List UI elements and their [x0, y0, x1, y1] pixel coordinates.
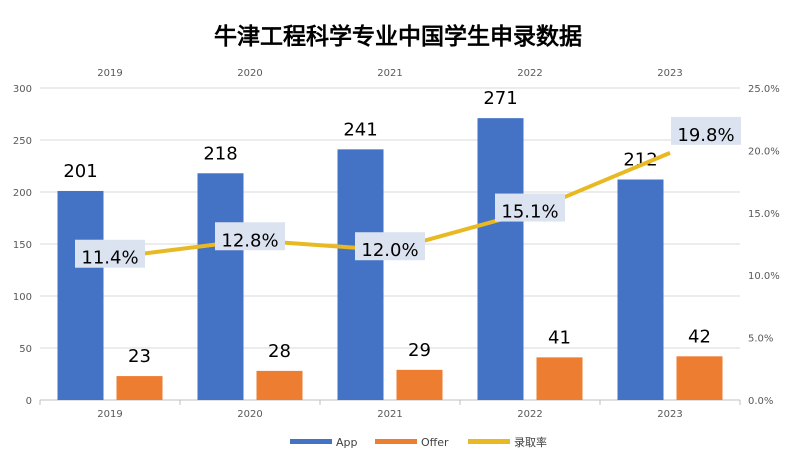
- y-tick-label: 0: [26, 396, 32, 407]
- y-tick-label: 50: [19, 344, 32, 355]
- bar-offer: [116, 376, 163, 400]
- x2-tick-label: 2022: [517, 68, 542, 79]
- legend-swatch: [375, 439, 417, 444]
- chart-title: 牛津工程科学专业中国学生申录数据: [214, 23, 582, 50]
- y2-tick-label: 10.0%: [748, 271, 780, 282]
- x-tick-label: 2020: [237, 409, 262, 420]
- bar-data-label: 241: [343, 119, 377, 140]
- bar-app: [57, 190, 104, 400]
- line-data-label: 19.8%: [677, 125, 734, 146]
- legend-swatch: [468, 439, 510, 444]
- line-label-box: [215, 222, 285, 251]
- bar-offer: [256, 370, 303, 400]
- y2-tick-label: 0.0%: [748, 396, 773, 407]
- y2-tick-label: 15.0%: [748, 209, 780, 220]
- line-data-label: 12.8%: [221, 230, 278, 251]
- x2-tick-label: 2020: [237, 68, 262, 79]
- bar-app: [337, 149, 384, 400]
- legend-swatch: [290, 439, 332, 444]
- y2-tick-label: 25.0%: [748, 84, 780, 95]
- y2-tick-label: 5.0%: [748, 334, 773, 345]
- legend-label: 录取率: [514, 435, 547, 449]
- line-label-box: [75, 239, 145, 268]
- x-tick-label: 2023: [657, 409, 682, 420]
- legend-label: App: [336, 436, 358, 449]
- line-label-box: [671, 116, 741, 145]
- legend-label: Offer: [421, 436, 449, 449]
- line-data-label: 12.0%: [361, 240, 418, 261]
- bar-offer: [396, 369, 443, 400]
- x2-tick-label: 2021: [377, 68, 402, 79]
- bar-app: [197, 173, 244, 400]
- y-tick-label: 300: [13, 84, 32, 95]
- line-label-box: [495, 193, 565, 222]
- y-tick-label: 100: [13, 292, 32, 303]
- bar-data-label: 28: [268, 341, 291, 362]
- bar-data-label: 271: [483, 88, 517, 109]
- y-tick-label: 150: [13, 240, 32, 251]
- bar-data-label: 212: [623, 150, 657, 171]
- bar-data-label: 42: [688, 326, 711, 347]
- x2-tick-label: 2019: [97, 68, 122, 79]
- x-tick-label: 2022: [517, 409, 542, 420]
- y2-tick-label: 20.0%: [748, 146, 780, 157]
- bar-data-label: 23: [128, 346, 151, 367]
- bar-offer: [676, 356, 723, 400]
- y-tick-label: 200: [13, 188, 32, 199]
- bar-app: [617, 179, 664, 400]
- line-data-label: 15.1%: [501, 202, 558, 223]
- bar-data-label: 29: [408, 340, 431, 361]
- line-label-box: [355, 232, 425, 261]
- bar-data-label: 41: [548, 327, 571, 348]
- x2-tick-label: 2023: [657, 68, 682, 79]
- y-tick-label: 250: [13, 136, 32, 147]
- x-tick-label: 2021: [377, 409, 402, 420]
- bar-data-label: 201: [63, 161, 97, 182]
- bar-data-label: 218: [203, 143, 237, 164]
- x-tick-label: 2019: [97, 409, 122, 420]
- bar-offer: [536, 357, 583, 400]
- line-data-label: 11.4%: [81, 248, 138, 269]
- bar-app: [477, 118, 524, 400]
